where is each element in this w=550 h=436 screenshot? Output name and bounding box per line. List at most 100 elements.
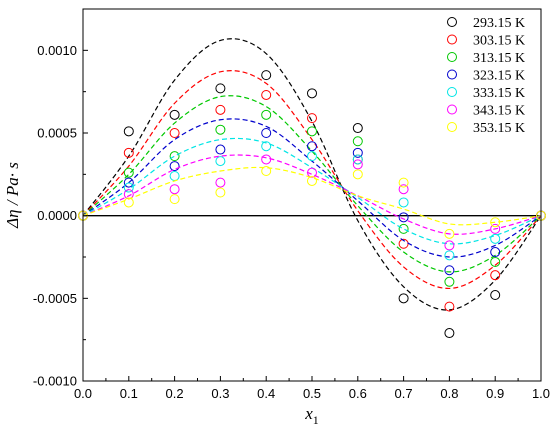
legend: 293.15 K 303.15 K 313.15 K 323.15 K 333.15 K… (447, 16, 525, 136)
x-tick-label: 0.4 (257, 386, 275, 401)
y-tick-label: 0.0010 (37, 43, 77, 58)
data-point (307, 175, 317, 186)
x-tick-label: 0.8 (440, 386, 458, 401)
series-5 (78, 154, 546, 251)
fit-line (82, 154, 542, 235)
y-axis-title: Δη / Pa· s (3, 162, 22, 229)
legend-marker (447, 17, 457, 27)
data-point (169, 170, 180, 181)
fit-line (82, 38, 542, 311)
y-tick-label: 0.0000 (37, 208, 77, 223)
data-point (490, 217, 501, 228)
legend-label: 353.15 K (473, 121, 525, 136)
data-point (123, 126, 134, 137)
data-point (261, 166, 272, 177)
series-0 (78, 38, 546, 339)
data-point (398, 177, 409, 188)
legend-label: 313.15 K (473, 51, 525, 66)
data-point (398, 184, 409, 195)
x-tick-label: 0.5 (303, 386, 321, 401)
data-point (215, 104, 226, 115)
data-point (169, 109, 180, 120)
data-point (490, 223, 501, 234)
legend-label: 333.15 K (473, 86, 525, 101)
data-point (169, 161, 180, 172)
legend-label: 293.15 K (473, 16, 525, 31)
data-point (444, 276, 455, 287)
data-point (261, 89, 272, 100)
legend-marker (447, 52, 457, 62)
data-point (352, 154, 363, 165)
data-point (123, 197, 134, 208)
series-3 (78, 118, 546, 276)
y-tick-label: 0.0005 (37, 126, 77, 141)
x-axis-title-subscript: 1 (313, 413, 319, 427)
fit-line (82, 137, 542, 245)
x-tick-label: 0.9 (486, 386, 504, 401)
data-point (123, 182, 134, 193)
data-point (490, 290, 501, 301)
x-tick-label: 0.2 (166, 386, 184, 401)
data-point (490, 233, 501, 244)
legend-marker (447, 104, 457, 115)
data-point (398, 223, 409, 234)
y-tick-label: -0.0010 (33, 374, 77, 389)
data-point (352, 159, 363, 170)
legend-marker (447, 122, 457, 132)
data-point (261, 141, 272, 152)
data-point (261, 70, 272, 81)
data-point (169, 128, 180, 138)
data-point (398, 293, 409, 304)
data-point (307, 151, 317, 162)
data-point (169, 194, 180, 205)
data-point (261, 109, 272, 120)
data-point (444, 265, 455, 276)
data-point (169, 151, 180, 162)
data-point (352, 147, 363, 158)
data-point (215, 144, 226, 155)
data-point (444, 301, 455, 312)
data-point (307, 141, 317, 152)
x-tick-label: 0.1 (120, 386, 138, 401)
data-point (307, 88, 317, 99)
data-point (352, 169, 363, 180)
data-point (123, 147, 134, 158)
data-point (169, 184, 180, 195)
data-point (307, 126, 317, 137)
x-tick-label: 0.3 (211, 386, 229, 401)
data-point (398, 212, 409, 223)
data-point (307, 113, 317, 124)
data-point (490, 247, 501, 258)
legend-label: 303.15 K (473, 34, 525, 49)
data-point (352, 123, 363, 134)
series-4 (78, 137, 546, 261)
data-point (215, 177, 226, 188)
data-point (215, 83, 226, 94)
data-point (261, 154, 272, 165)
data-point (123, 167, 134, 178)
data-point (398, 197, 409, 208)
y-tick-label: -0.0005 (33, 291, 77, 306)
data-point (490, 270, 501, 281)
data-point (215, 156, 226, 167)
data-point (123, 177, 134, 188)
data-point (444, 328, 455, 339)
x-axis-title: x1 (304, 404, 319, 427)
x-tick-label: 0.6 (349, 386, 367, 401)
legend-label: 323.15 K (473, 69, 525, 84)
x-tick-label: 0.7 (395, 386, 413, 401)
data-point (261, 128, 272, 138)
fit-line (82, 95, 542, 273)
x-tick-label: 1.0 (532, 386, 550, 401)
fit-line (82, 70, 542, 290)
x-tick-label: 0.0 (74, 386, 92, 401)
legend-marker (447, 87, 457, 97)
data-point (444, 250, 455, 261)
legend-label: 343.15 K (473, 104, 525, 119)
fit-line (82, 166, 542, 226)
data-point (444, 240, 455, 251)
legend-marker (447, 69, 457, 80)
data-point (215, 124, 226, 135)
legend-marker (447, 34, 457, 45)
